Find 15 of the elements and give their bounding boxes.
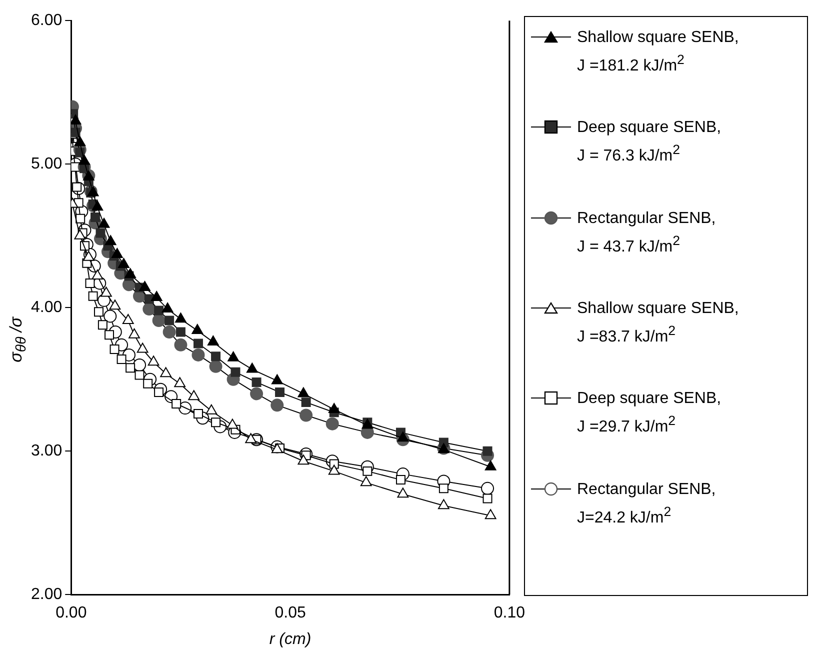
- y-tick-label: 5.00: [31, 156, 62, 173]
- legend-label: Shallow square SENB, J =181.2 kJ/m$^{2}$: [577, 28, 739, 76]
- legend-label: Shallow square SENB, J =83.7 kJ/m$^{2}$: [577, 298, 739, 348]
- y-tick-label: 6.00: [31, 12, 62, 30]
- x-tick-label: 0.00: [56, 604, 87, 622]
- legend-label: Rectangular SENB, J=24.2 kJ/m$^{2}$: [577, 480, 716, 528]
- legend-label: Deep square SENB, J =29.7 kJ/m$^{2}$: [577, 389, 722, 438]
- y-tick-label: 3.00: [31, 442, 62, 460]
- legend-label: Deep square SENB, J = 76.3 kJ/m$^{2}$: [577, 118, 722, 167]
- legend-label: Rectangular SENB, J = 43.7 kJ/m$^{2}$: [577, 208, 716, 257]
- x-tick-label: 0.10: [494, 604, 526, 622]
- x-tick-label: 0.05: [274, 604, 306, 622]
- y-tick-label: 2.00: [31, 586, 62, 604]
- x-axis-title: r (cm): [269, 630, 312, 648]
- y-tick-label: 4.00: [31, 299, 62, 316]
